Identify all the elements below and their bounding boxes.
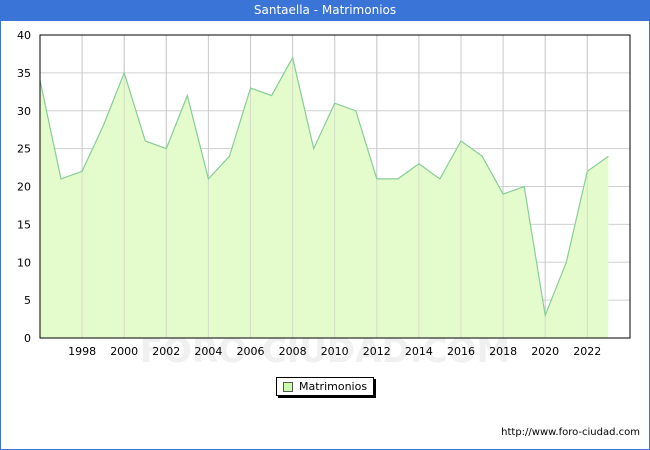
x-tick-label: 2010 bbox=[321, 345, 349, 358]
x-tick-label: 2008 bbox=[279, 345, 307, 358]
x-tick-label: 1998 bbox=[68, 345, 96, 358]
x-tick-label: 2020 bbox=[531, 345, 559, 358]
source-url: http://www.foro-ciudad.com bbox=[501, 427, 640, 438]
x-tick-label: 2006 bbox=[237, 345, 265, 358]
legend-swatch bbox=[283, 382, 293, 392]
legend: Matrimonios bbox=[276, 377, 374, 396]
y-tick-label: 40 bbox=[17, 29, 31, 42]
axes: 0 5 10 15 20 25 30 35 40 1998 2000 2002 2004 2006 2008… bbox=[17, 29, 631, 358]
y-tick-label: 35 bbox=[17, 67, 31, 80]
x-tick-label: 2016 bbox=[447, 345, 475, 358]
x-tick-label: 2004 bbox=[194, 345, 222, 358]
x-tick-label: 2012 bbox=[363, 345, 391, 358]
x-tick-label: 2014 bbox=[405, 345, 433, 358]
chart-title: Santaella - Matrimonios bbox=[0, 0, 650, 21]
x-tick-label: 2002 bbox=[152, 345, 180, 358]
y-tick-label: 15 bbox=[17, 218, 31, 231]
legend-label: Matrimonios bbox=[299, 380, 368, 393]
x-tick-label: 2022 bbox=[573, 345, 601, 358]
y-tick-label: 10 bbox=[17, 256, 31, 269]
y-tick-label: 25 bbox=[17, 143, 31, 156]
x-tick-label: 2018 bbox=[489, 345, 517, 358]
y-tick-label: 20 bbox=[17, 181, 31, 194]
y-tick-label: 5 bbox=[24, 294, 31, 307]
y-tick-label: 0 bbox=[24, 332, 31, 345]
y-tick-label: 30 bbox=[17, 105, 31, 118]
x-tick-label: 2000 bbox=[110, 345, 138, 358]
data-area bbox=[39, 35, 609, 338]
